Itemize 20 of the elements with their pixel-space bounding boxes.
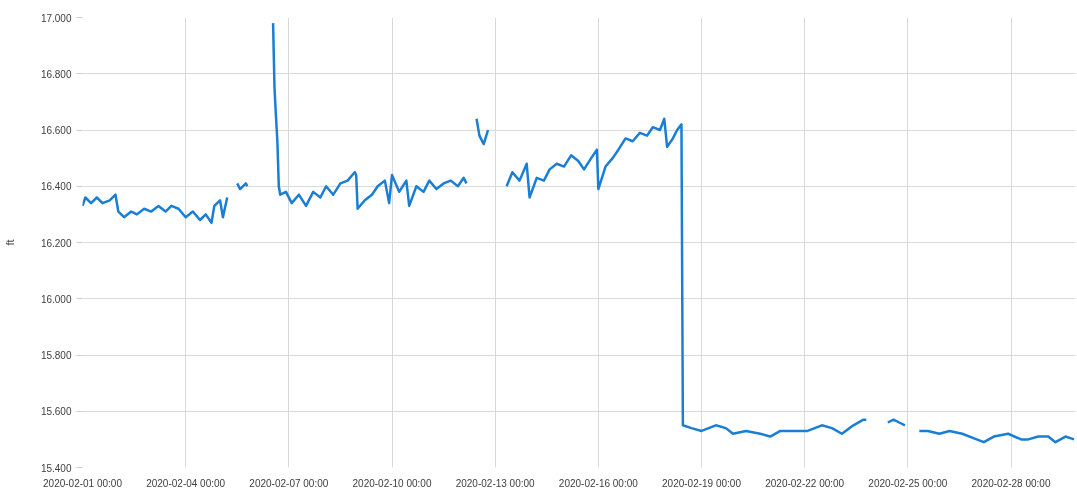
x-tick-label: 2020-02-19 00:00 xyxy=(662,477,742,489)
y-tick-label: 16.400 xyxy=(40,181,72,193)
y-tick-label: 16.000 xyxy=(40,293,72,305)
y-tick-label: 16.800 xyxy=(40,68,72,80)
y-tick-label: 16.600 xyxy=(40,125,72,136)
x-tick-label: 2020-02-01 00:00 xyxy=(43,477,123,489)
y-tick-label: 15.800 xyxy=(40,350,72,361)
x-tick-label: 2020-02-16 00:00 xyxy=(558,477,639,489)
y-tick-label: 15.600 xyxy=(40,406,72,418)
x-tick-label: 2020-02-10 00:00 xyxy=(352,477,432,489)
x-tick-label: 2020-02-07 00:00 xyxy=(249,477,329,489)
y-tick-label: 16.200 xyxy=(40,237,72,249)
x-tick-label: 2020-02-13 00:00 xyxy=(455,477,536,489)
x-tick-label: 2020-02-25 00:00 xyxy=(868,477,948,489)
y-axis-title: ft xyxy=(3,239,16,246)
x-tick-label: 2020-02-04 00:00 xyxy=(146,477,226,489)
x-tick-label: 2020-02-28 00:00 xyxy=(971,477,1051,489)
x-tick-label: 2020-02-22 00:00 xyxy=(765,477,845,489)
y-tick-label: 15.400 xyxy=(40,462,72,474)
y-tick-label: 17.000 xyxy=(40,12,72,24)
